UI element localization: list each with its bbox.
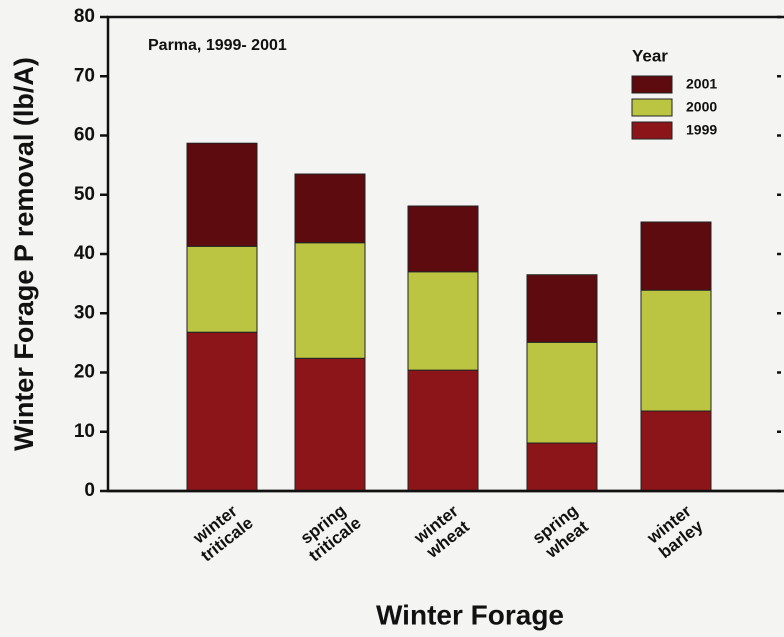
- x-tick-label: springwheat: [529, 501, 593, 563]
- x-tick-label: winterwheat: [410, 502, 474, 564]
- bar-segment: [294, 173, 366, 244]
- y-tick-label: 0: [84, 480, 95, 501]
- x-axis-label: Winter Forage: [376, 599, 564, 630]
- bar-segment: [640, 289, 712, 412]
- legend-label: 1999: [686, 122, 717, 138]
- bar-segment: [186, 245, 258, 333]
- bar-segment: [186, 331, 258, 492]
- y-axis-label: Winter Forage P removal (lb/A): [9, 57, 39, 451]
- y-tick-label: 20: [74, 362, 95, 383]
- bar-segment: [526, 274, 598, 343]
- y-tick-label: 10: [74, 421, 95, 442]
- y-tick-label: 80: [74, 6, 95, 27]
- bar-segment: [186, 142, 258, 247]
- bar-segment: [294, 242, 366, 359]
- bar-segment: [526, 442, 598, 492]
- x-tick-label: winterbarley: [643, 501, 707, 563]
- legend-swatch: [631, 98, 673, 117]
- y-tick-label: 30: [74, 302, 95, 323]
- x-tick-label: wintertriticale: [186, 499, 257, 566]
- legend-swatch: [631, 121, 673, 140]
- bar-segment: [407, 271, 479, 371]
- bar-segment: [294, 357, 366, 492]
- y-tick-label: 50: [74, 184, 95, 205]
- x-tick-label: springtriticale: [294, 499, 365, 566]
- bar-segment: [407, 369, 479, 492]
- bar-segment: [640, 410, 712, 492]
- legend-title: Year: [632, 46, 668, 65]
- legend-label: 2001: [686, 76, 717, 92]
- bar-segment: [526, 341, 598, 444]
- bar-segment: [640, 221, 712, 291]
- annotation: Parma, 1999- 2001: [148, 37, 287, 54]
- legend-swatch: [631, 75, 673, 94]
- y-tick-label: 40: [74, 243, 95, 264]
- y-tick-label: 70: [74, 65, 95, 86]
- bar-segment: [407, 205, 479, 273]
- legend-label: 2000: [686, 99, 717, 115]
- y-tick-label: 60: [74, 125, 95, 146]
